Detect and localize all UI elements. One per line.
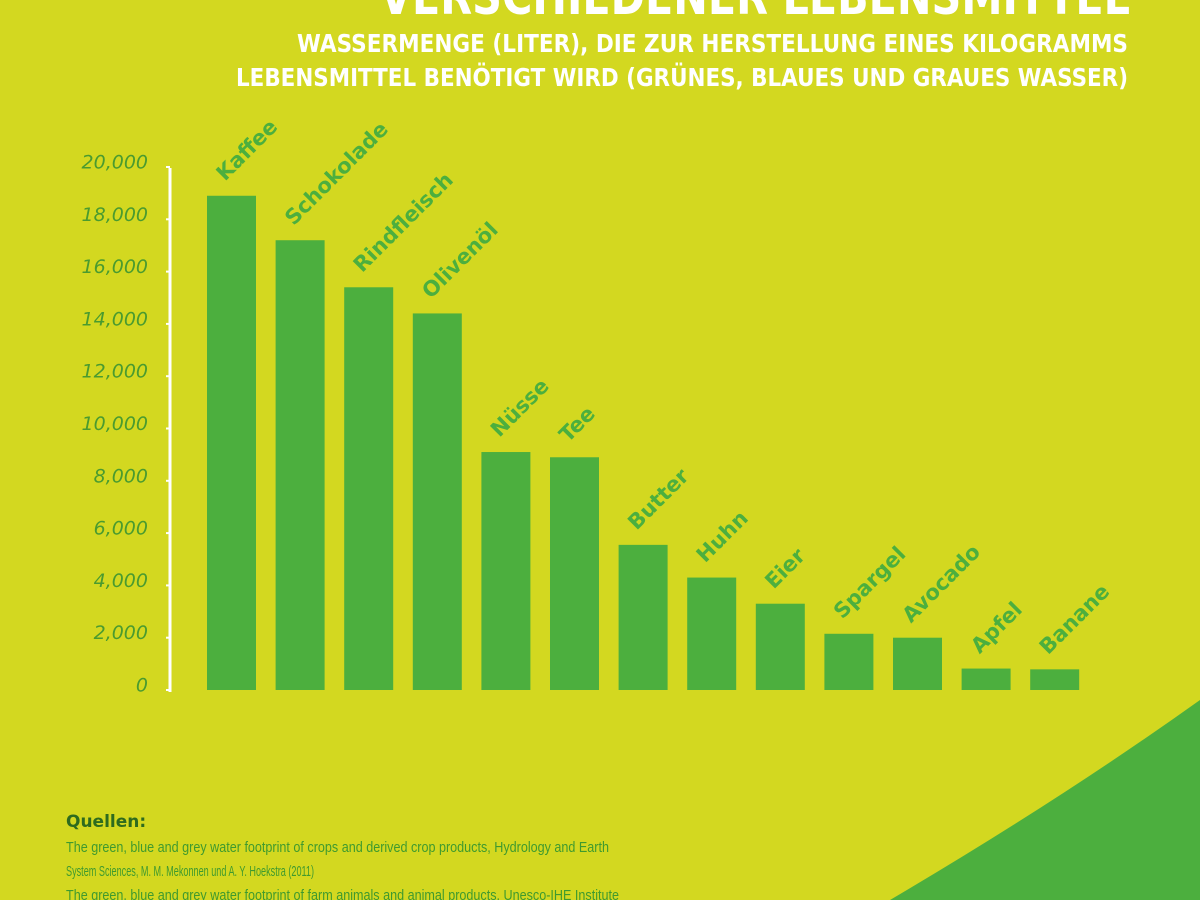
bar (893, 637, 942, 690)
bar (344, 287, 394, 690)
bar (481, 452, 531, 690)
sources-heading: Quellen: (66, 812, 146, 832)
subtitle-line: LEBENSMITTEL BENÖTIGT WIRD (GRÜNES, BLAU… (236, 62, 1128, 92)
source-line: The green, blue and grey water footprint… (66, 887, 619, 900)
bar (687, 577, 737, 690)
y-tick-label: 18,000 (82, 204, 148, 226)
y-tick-label: 4,000 (94, 570, 148, 592)
y-tick-label: 16,000 (82, 256, 148, 278)
y-tick-label: 20,000 (82, 152, 148, 174)
y-tick-label: 10,000 (82, 413, 148, 435)
bar (275, 240, 325, 690)
source-line: System Sciences, M. M. Mekonnen und A. Y… (66, 863, 314, 880)
y-tick-label: 6,000 (94, 518, 148, 540)
y-tick-label: 0 (136, 675, 148, 697)
y-tick-label: 8,000 (94, 465, 148, 487)
bar (550, 457, 599, 690)
y-tick-label: 14,000 (82, 308, 148, 330)
y-tick-label: 12,000 (82, 361, 148, 383)
bar (755, 603, 805, 690)
bar (207, 195, 256, 690)
chart-title: VERSCHIEDENER LEBENSMITTEL (380, 0, 1130, 26)
bar (412, 313, 462, 690)
bar (961, 668, 1011, 690)
source-line: The green, blue and grey water footprint… (66, 839, 609, 856)
bar (1030, 669, 1080, 690)
corner-wave (890, 700, 1200, 900)
y-tick-label: 2,000 (94, 622, 148, 644)
bar (824, 633, 874, 690)
subtitle-line: WASSERMENGE (LITER), DIE ZUR HERSTELLUNG… (297, 29, 1128, 58)
bar (618, 544, 668, 690)
